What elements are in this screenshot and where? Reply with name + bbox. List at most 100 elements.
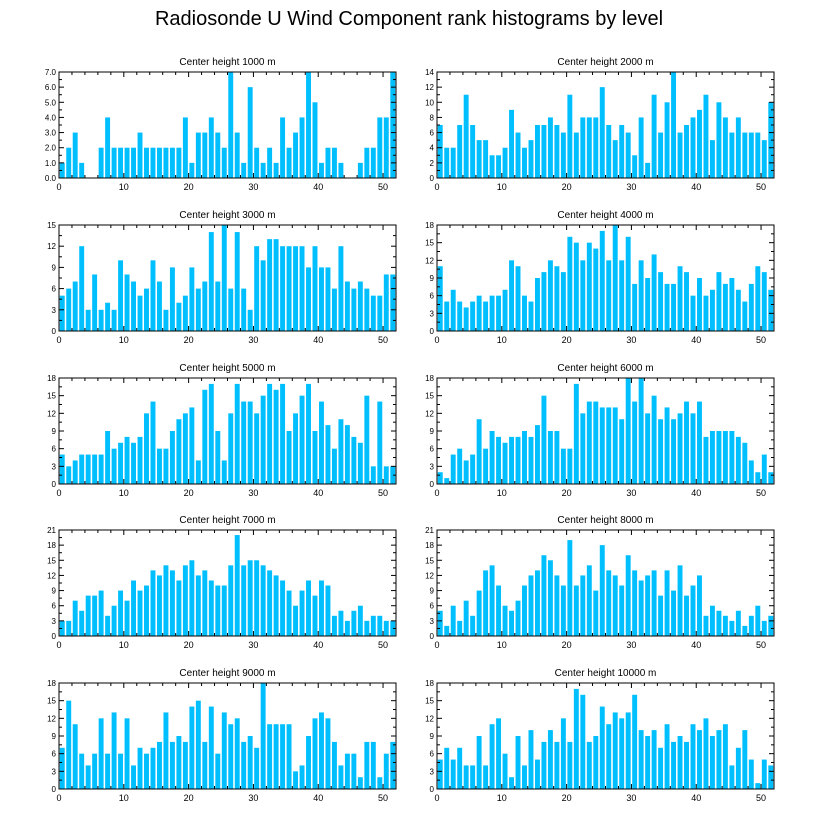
panel-6-bar	[632, 401, 638, 484]
panel-9-bar	[137, 747, 143, 789]
panel-1-bar	[144, 147, 149, 178]
panel-5-bar	[344, 425, 350, 484]
panel-8-xtick-label: 10	[497, 640, 507, 650]
panel-5-bar	[241, 401, 247, 484]
panel-5-bar	[357, 442, 363, 484]
panel-9-xtick-label: 10	[119, 793, 129, 803]
main-title: Radiosonde U Wind Component rank histogr…	[154, 8, 664, 30]
panel-3-bar	[338, 246, 344, 331]
panel-2-xtick-label: 10	[497, 182, 507, 192]
panel-4-bar	[567, 236, 573, 331]
panel-4-bar	[677, 266, 683, 331]
panel-10-bar	[690, 724, 696, 789]
panel-8-bar	[476, 590, 482, 636]
panel-10-bar	[470, 765, 476, 789]
panel-9-bar	[351, 753, 357, 789]
panel-8-bar	[502, 605, 508, 636]
panel-8-ytick-label: 12	[425, 571, 434, 580]
panel-2-bar	[483, 140, 489, 178]
panel-9-bar	[299, 765, 305, 789]
panel-2-bar	[528, 140, 534, 178]
panel-6-bar	[684, 401, 689, 484]
panel-1-bar	[338, 162, 344, 178]
panel-1-bar	[299, 117, 305, 178]
panel-9-bar	[92, 753, 98, 789]
panel-5-bar	[144, 413, 149, 484]
panel-10-ytick-label: 3	[430, 767, 435, 776]
panel-4-ytick-label: 12	[425, 256, 434, 265]
panel-10-bar	[515, 736, 521, 789]
panel-2-bar	[768, 102, 774, 178]
panel-3-bar	[66, 288, 72, 331]
panel-9-bar	[98, 718, 104, 789]
panel-4-bar	[541, 272, 547, 331]
panel-5-bar	[66, 466, 72, 484]
panel-7-bar	[137, 590, 143, 636]
panel-6-ytick-label: 0	[430, 480, 435, 489]
panel-4-xtick-label: 0	[434, 335, 439, 345]
panel-5-bar	[150, 401, 156, 484]
panel-2-bar	[755, 132, 761, 178]
panel-3-bar	[105, 302, 111, 331]
panel-6-bar	[450, 454, 456, 484]
panel-3-bar	[215, 281, 221, 331]
panel-2-bar	[554, 125, 560, 178]
panel-2-bar	[567, 94, 573, 178]
panel-3-bar	[299, 246, 305, 331]
panel-8-bar	[567, 540, 573, 636]
panel-2-xtick-label: 0	[434, 182, 439, 192]
panel-6-bar	[677, 413, 683, 484]
panel-10-bar	[651, 730, 657, 789]
panel-1-ytick-label: 0.0	[45, 174, 57, 183]
panel-1-bar	[189, 162, 195, 178]
panel-3-title: Center height 3000 m	[179, 210, 275, 221]
panel-2-bar	[761, 140, 767, 178]
panel-4-bar	[748, 283, 754, 331]
panel-8-bar	[768, 615, 774, 636]
panel-5-bar	[176, 419, 182, 484]
panel-8-bar	[755, 605, 761, 636]
panel-10-bar	[437, 759, 443, 789]
panel-3-bar	[280, 246, 286, 331]
panel-1-bar	[273, 162, 279, 178]
panel-4-bar	[554, 266, 560, 331]
panel-10-bar	[748, 759, 754, 789]
panel-8-ytick-label: 6	[430, 602, 435, 611]
panel-4-bar	[470, 301, 476, 331]
panel-5-bar	[273, 389, 279, 484]
panel-2-bar	[625, 132, 631, 178]
panel-9-bar	[293, 771, 299, 789]
panel-7-xtick-label: 50	[378, 640, 388, 650]
panel-7-bar	[182, 565, 188, 636]
panel-9-bar	[221, 712, 227, 789]
panel-10-bar	[697, 730, 702, 789]
panel-8-bar	[470, 615, 476, 636]
panel-3-bar	[169, 267, 175, 331]
panel-1-bar	[105, 117, 111, 178]
panel-3-bar	[98, 309, 104, 331]
panel-6-bar	[580, 413, 586, 484]
panel-1-bar	[124, 147, 130, 178]
panel-9-bar	[267, 724, 273, 789]
panel-5-ytick-label: 12	[47, 409, 56, 418]
panel-2-xtick-label: 50	[756, 182, 766, 192]
panel-6-bar	[483, 448, 489, 484]
panel-4-xtick-label: 30	[626, 335, 636, 345]
panel-6-bar	[509, 436, 514, 484]
panel-3-bar	[273, 239, 279, 331]
panel-3-bar	[85, 309, 91, 331]
panel-7-bar	[221, 585, 227, 636]
panel-5-bar	[286, 431, 292, 484]
panel-4-bar	[703, 295, 709, 331]
panel-9-ytick-label: 12	[47, 714, 56, 723]
panel-5-bar	[260, 395, 266, 484]
panel-3-bar	[344, 281, 350, 331]
panel-6-bar	[554, 431, 560, 484]
panel-4-bar	[586, 242, 592, 331]
panel-8-bar	[716, 610, 722, 636]
panel-5-ytick-label: 0	[52, 480, 57, 489]
panel-5-bar	[331, 448, 337, 484]
panel-3-bar	[202, 281, 208, 331]
panel-3-bar	[267, 239, 273, 331]
panel-2-bar	[586, 117, 592, 178]
